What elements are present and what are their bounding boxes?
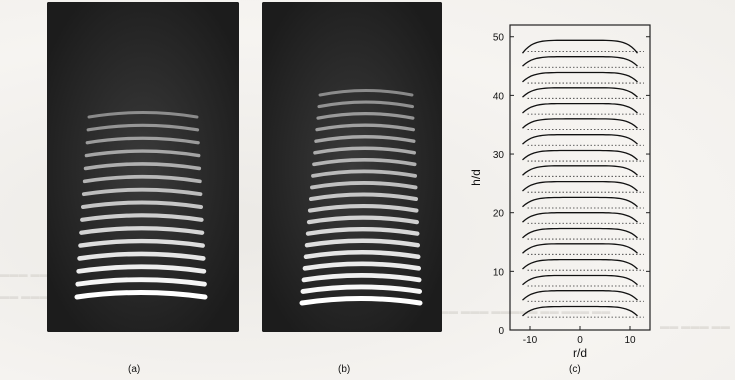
panel-label-a: (a) bbox=[128, 364, 141, 375]
profile-curve bbox=[522, 71, 638, 83]
photo-a-fringe bbox=[87, 111, 199, 119]
profile-curve bbox=[522, 274, 638, 286]
profile-curve bbox=[522, 118, 638, 129]
photo-b bbox=[262, 2, 442, 332]
photo-a-fringe bbox=[77, 251, 206, 261]
y-tick-label: 0 bbox=[498, 326, 504, 337]
photo-a-fringe bbox=[82, 174, 202, 184]
photo-b-fringe bbox=[305, 227, 420, 236]
y-tick-label: 10 bbox=[493, 267, 505, 278]
photo-a-fringe bbox=[81, 187, 203, 197]
photo-b-fringe bbox=[302, 261, 422, 271]
photo-b-fringe bbox=[304, 238, 421, 248]
photo-b-fringe bbox=[306, 215, 420, 225]
x-tick-label: 10 bbox=[624, 335, 636, 346]
photo-b-fringe bbox=[316, 112, 415, 120]
profile-curve bbox=[522, 134, 638, 145]
photo-b-fringe bbox=[314, 135, 416, 143]
profile-curve bbox=[522, 258, 638, 270]
photo-a-fringe bbox=[83, 162, 202, 171]
y-tick-label: 40 bbox=[493, 91, 505, 102]
profile-curve bbox=[522, 290, 638, 301]
profile-curve bbox=[522, 227, 638, 239]
photo-b-fringe bbox=[315, 123, 415, 132]
x-tick-label: 0 bbox=[577, 335, 583, 346]
profile-curve bbox=[522, 102, 638, 114]
panel-label-b: (b) bbox=[338, 364, 351, 375]
photo-a-fringe bbox=[78, 238, 205, 248]
show-through-text: ▬▬ ▬▬▬ ▬▬ bbox=[660, 321, 731, 331]
photo-b-fringe bbox=[301, 273, 422, 283]
photo-b-fringe bbox=[317, 100, 414, 109]
y-tick-label: 50 bbox=[493, 33, 505, 44]
photo-a-fringe bbox=[81, 200, 203, 209]
profile-curve bbox=[522, 180, 638, 192]
profile-curve bbox=[522, 165, 638, 176]
photo-b-fringe bbox=[311, 169, 417, 178]
profile-curve bbox=[522, 305, 638, 317]
photo-a-fringe bbox=[80, 213, 204, 222]
photo-b-fringe bbox=[300, 284, 423, 294]
photo-a-fringe bbox=[86, 123, 200, 132]
profile-chart: 0 10 20 30 40 50 -10 0 10 r/d h/d bbox=[469, 24, 651, 360]
photo-a bbox=[47, 2, 239, 332]
y-tick-label: 20 bbox=[493, 209, 505, 220]
panel-label-c: (c) bbox=[569, 364, 581, 375]
y-axis-label: h/d bbox=[469, 169, 483, 186]
photo-a-fringe bbox=[85, 136, 200, 145]
profile-curve bbox=[522, 87, 638, 98]
photo-b-fringe bbox=[312, 158, 417, 167]
profile-curve bbox=[522, 212, 638, 223]
profile-curve bbox=[521, 39, 639, 54]
profile-curve bbox=[522, 196, 638, 208]
y-tick-label: 30 bbox=[493, 150, 505, 161]
photo-a-fringe bbox=[84, 149, 201, 158]
photo-a-fringe bbox=[76, 264, 207, 274]
photo-b-fringe bbox=[309, 192, 418, 201]
photo-a-fringe bbox=[74, 290, 208, 300]
x-tick-label: -10 bbox=[523, 335, 538, 346]
profile-curve bbox=[522, 56, 638, 67]
photo-a-fringe bbox=[75, 277, 207, 287]
photo-b-fringe bbox=[303, 250, 421, 260]
photo-a-fringe bbox=[79, 226, 205, 235]
photo-b-fringe bbox=[313, 146, 416, 155]
x-axis-label: r/d bbox=[573, 346, 587, 360]
photo-b-fringe bbox=[299, 296, 423, 306]
show-through-text: ▬▬▬▬ ▬▬ ▬▬▬ ▬▬▬▬▬ ▬▬ ▬▬▬ ▬▬ bbox=[400, 306, 611, 316]
profile-curve bbox=[522, 149, 638, 161]
photo-b-fringe bbox=[318, 89, 414, 97]
plot-frame bbox=[509, 24, 651, 331]
photo-b-fringe bbox=[310, 181, 418, 190]
photo-b-fringe bbox=[307, 204, 419, 213]
profile-curve bbox=[522, 243, 638, 254]
